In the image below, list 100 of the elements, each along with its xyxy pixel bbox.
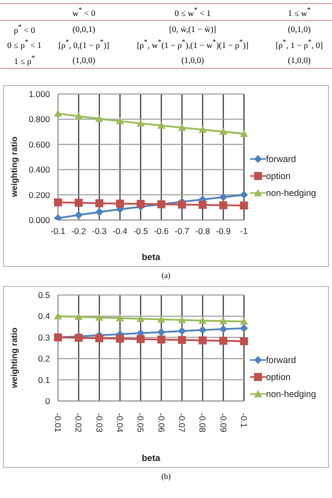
point xyxy=(240,130,248,137)
y-tick-label: 0.5 xyxy=(38,290,50,300)
x-tick-label: -0.09 xyxy=(218,413,228,433)
legend-label: option xyxy=(266,170,290,183)
text: (a) xyxy=(160,271,172,280)
text: 0 ≤ w$^{*}$ < 1 xyxy=(174,6,211,18)
point xyxy=(178,336,186,344)
point xyxy=(74,312,83,320)
x-tick-label: -0.6 xyxy=(154,226,169,236)
y-tick-label: 0.400 xyxy=(28,164,50,175)
x-tick-label: -0.06 xyxy=(156,413,166,433)
text: (1,0,0) xyxy=(72,55,96,66)
point xyxy=(95,208,104,216)
x-axis-title: beta xyxy=(142,453,162,463)
text: ρ$^{*}$ < 0 xyxy=(14,22,35,35)
legend-label: non-hedging xyxy=(266,388,316,401)
y-tick-label: 0.4 xyxy=(38,311,50,322)
y-tick-label: 0.800 xyxy=(28,114,50,124)
x-tick-label: -0.02 xyxy=(74,413,84,433)
point xyxy=(54,312,62,320)
point xyxy=(219,193,228,202)
x-tick-label: -0.5 xyxy=(133,226,148,236)
point xyxy=(178,124,186,131)
x-tick-label: -0.01 xyxy=(53,413,63,433)
y-tick-label: 0.2 xyxy=(38,354,50,364)
point xyxy=(198,126,207,133)
point xyxy=(136,335,145,344)
point xyxy=(240,337,248,346)
x-axis-title: beta xyxy=(142,252,162,262)
x-tick-label: -0.2 xyxy=(71,226,86,236)
point xyxy=(219,336,228,345)
point xyxy=(198,336,207,344)
point xyxy=(219,128,228,135)
x-tick-label: -0.08 xyxy=(198,413,208,433)
point xyxy=(219,325,228,334)
x-tick-label: -0.07 xyxy=(176,413,187,433)
point xyxy=(219,317,228,324)
text: [ρ$^{*}$, 0,(1 − ρ$^{*}$)] xyxy=(58,38,110,50)
point xyxy=(74,112,83,120)
point xyxy=(178,316,186,324)
x-tick-label: -0.7 xyxy=(174,226,190,236)
y-tick-label: 0 xyxy=(45,396,50,406)
point xyxy=(116,314,124,322)
y-tick-label: 0.3 xyxy=(38,332,50,342)
point xyxy=(157,315,166,323)
y-axis-title: weighting ratio xyxy=(9,328,20,389)
y-tick-label: 1.000 xyxy=(28,89,50,100)
text: (0,1,0) xyxy=(288,24,311,34)
y-tick-label: 0.000 xyxy=(28,215,50,226)
x-tick-label: -0.3 xyxy=(92,226,107,236)
point xyxy=(157,122,166,129)
text: [0, w̄,(1 − w̄)] xyxy=(169,24,216,34)
x-tick-label: -0.1 xyxy=(238,413,249,428)
text: [ρ$^{*}$, w$^{*}$(1 − ρ$^{*}$),(1 − w$^{*}$)(1 − ρ$^{*}$)] xyxy=(136,38,248,50)
legend-label: forward xyxy=(266,354,296,367)
point xyxy=(95,313,104,321)
point xyxy=(178,327,186,336)
text: [ρ$^{*}$, 1 − ρ$^{*}$, 0] xyxy=(276,38,323,50)
legend-label: forward xyxy=(266,153,296,166)
point xyxy=(136,200,145,208)
text: 1 ≤ w$^{*}$ xyxy=(288,6,311,18)
point xyxy=(198,326,207,334)
x-tick-label: -1 xyxy=(240,226,248,236)
point xyxy=(136,119,145,127)
y-tick-label: 0.1 xyxy=(38,374,50,385)
x-tick-label: -0.9 xyxy=(216,226,231,236)
point xyxy=(116,200,124,208)
y-tick-label: 0.200 xyxy=(28,190,50,200)
y-tick-label: 0.600 xyxy=(28,139,50,150)
point xyxy=(240,202,248,210)
point xyxy=(240,324,248,332)
y-axis-title: weighting ratio xyxy=(9,136,20,198)
legend-label: option xyxy=(266,371,290,384)
point xyxy=(74,198,83,207)
point xyxy=(95,334,104,342)
point xyxy=(95,114,104,122)
point xyxy=(54,110,62,117)
point xyxy=(198,316,207,324)
x-tick-label: -0.8 xyxy=(195,226,210,236)
text: (b) xyxy=(160,472,172,481)
point xyxy=(116,334,124,343)
point xyxy=(116,117,124,124)
point xyxy=(240,318,248,325)
text: (1,0,0) xyxy=(288,55,311,66)
point xyxy=(95,199,104,208)
point xyxy=(240,190,248,199)
point xyxy=(178,200,186,209)
point xyxy=(198,200,207,209)
x-tick-label: -0.4 xyxy=(112,226,128,236)
text: (0,0,1) xyxy=(72,24,96,34)
x-tick-label: -0.1 xyxy=(50,226,66,236)
point xyxy=(136,314,145,322)
legend-label: non-hedging xyxy=(266,187,316,200)
point xyxy=(157,336,166,344)
text: w$^{*}$ < 0 xyxy=(72,6,96,18)
x-tick-label: -0.04 xyxy=(114,413,125,433)
x-tick-label: -0.03 xyxy=(94,413,104,433)
text: 0 ≤ ρ$^{*}$ < 1 xyxy=(7,38,42,50)
x-tick-label: -0.05 xyxy=(136,413,146,433)
text: 1 ≤ ρ$^{*}$ xyxy=(14,54,35,66)
